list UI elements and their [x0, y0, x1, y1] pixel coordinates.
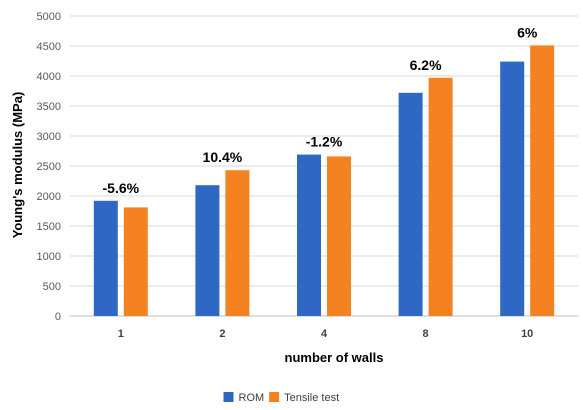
y-tick-label: 2500 [37, 161, 61, 173]
y-tick-label: 1500 [37, 221, 61, 233]
bar-tensile-test [428, 77, 453, 316]
y-tick-label: 1000 [37, 251, 61, 263]
bar-tensile-test [530, 45, 555, 317]
x-tick-label: 10 [521, 328, 533, 340]
bar-rom [398, 92, 423, 316]
bars [93, 45, 555, 317]
y-tick-label: 500 [43, 281, 61, 293]
x-tick-label: 1 [118, 328, 124, 340]
y-tick-label: 3000 [37, 131, 61, 143]
bar-annotation: 10.4% [203, 149, 243, 165]
bar-annotation: -5.6% [103, 180, 140, 196]
bar-annotations: -5.6% 10.4% -1.2% 6.2% 6% [103, 24, 538, 195]
bar-tensile-test [123, 207, 148, 316]
legend-swatch [269, 392, 280, 402]
bar-annotation: 6.2% [410, 57, 442, 73]
y-tick-label: 5000 [37, 11, 61, 23]
x-tick-label: 4 [321, 328, 328, 340]
bar-rom [297, 154, 321, 316]
y-axis-ticks: 0 500 1000 1500 2000 2500 3000 3500 4000 4500 5000 [37, 11, 61, 323]
bar-annotation: -1.2% [306, 134, 343, 150]
x-tick-label: 2 [219, 328, 225, 340]
bar-tensile-test [327, 156, 351, 316]
bar-tensile-test [225, 170, 250, 316]
y-tick-label: 0 [55, 311, 61, 323]
x-axis-label: number of walls [285, 350, 384, 365]
legend-label: Tensile test [284, 392, 339, 404]
x-tick-label: 8 [423, 328, 429, 340]
bar-rom [195, 185, 220, 316]
y-tick-label: 4500 [37, 41, 61, 53]
legend-label: ROM [239, 392, 265, 404]
bar-rom [93, 200, 118, 316]
legend: ROM Tensile test [223, 392, 339, 404]
gridlines [70, 15, 578, 317]
x-axis-ticks: 1 2 4 8 10 [118, 328, 534, 340]
y-tick-label: 2000 [37, 191, 61, 203]
legend-swatch [223, 392, 234, 402]
bar-rom [500, 61, 525, 316]
bar-annotation: 6% [517, 24, 538, 40]
y-tick-label: 3500 [37, 101, 61, 113]
y-tick-label: 4000 [37, 71, 61, 83]
y-axis-label: Young's modulus (MPa) [10, 92, 25, 239]
